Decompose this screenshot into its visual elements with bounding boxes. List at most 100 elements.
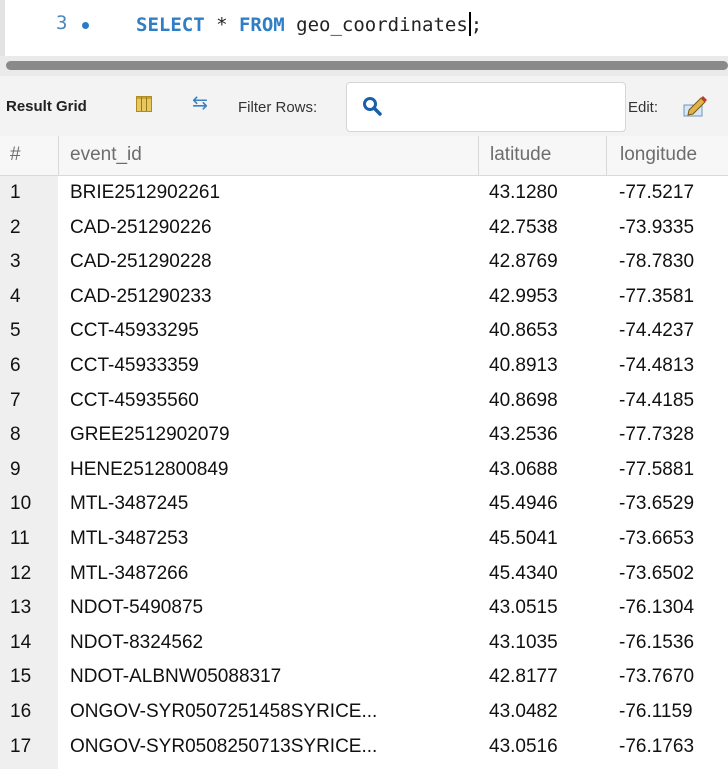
latitude-cell[interactable]: 40.8653 — [489, 320, 558, 342]
table-row[interactable]: 7 CCT-45935560 40.8698 -74.4185 — [0, 384, 728, 418]
table-row[interactable]: 2 CAD-251290226 42.7538 -73.9335 — [0, 211, 728, 245]
column-header-event-id[interactable]: event_id — [58, 136, 478, 176]
longitude-cell[interactable]: -76.1763 — [619, 735, 695, 757]
latitude-cell[interactable]: 45.4340 — [489, 562, 558, 584]
longitude-cell[interactable]: -73.7670 — [619, 666, 695, 688]
longitude-cell[interactable]: -73.6529 — [619, 493, 695, 515]
table-row[interactable]: 16 ONGOV-SYR0507251458SYRICE... 43.0482 -76… — [0, 695, 728, 729]
table-row[interactable]: 15 NDOT-ALBNW05088317 42.8177 -73.7670 — [0, 660, 728, 694]
event-id-cell[interactable]: CCT-45935560 — [70, 389, 199, 411]
longitude-cell[interactable]: -74.4813 — [619, 355, 695, 376]
sql-editor[interactable]: 3 SELECT * FROM geo_coordinates; — [0, 0, 728, 56]
event-id-cell[interactable]: MTL-3487253 — [70, 528, 189, 549]
column-header-longitude[interactable]: longitude — [606, 136, 728, 176]
latitude-cell[interactable]: 43.0515 — [489, 597, 558, 619]
event-id-cell[interactable]: CAD-251290226 — [70, 216, 212, 238]
table-row[interactable]: 9 HENE2512800849 43.0688 -77.5881 — [0, 453, 728, 487]
filter-rows-input[interactable] — [346, 82, 626, 132]
row-number-cell: 3 — [10, 251, 21, 273]
longitude-cell[interactable]: -78.7830 — [619, 251, 695, 273]
latitude-cell[interactable]: 43.0482 — [489, 701, 558, 722]
sql-keyword-select: SELECT — [136, 14, 205, 36]
latitude-cell[interactable]: 43.2536 — [489, 424, 558, 446]
event-id-cell[interactable]: CCT-45933295 — [70, 320, 199, 342]
latitude-cell[interactable]: 40.8913 — [489, 355, 558, 376]
row-number-cell: 17 — [10, 735, 32, 757]
table-row[interactable]: 11 MTL-3487253 45.5041 -73.6653 — [0, 522, 728, 556]
sql-star: * — [204, 14, 239, 36]
latitude-cell[interactable]: 42.7538 — [489, 216, 558, 238]
row-number-column — [0, 176, 58, 769]
longitude-cell[interactable]: -73.6502 — [619, 562, 695, 584]
row-number-cell: 9 — [10, 458, 21, 480]
table-row[interactable]: 1 BRIE2512902261 43.1280 -77.5217 — [0, 176, 728, 210]
latitude-cell[interactable]: 43.1280 — [489, 182, 558, 203]
longitude-cell[interactable]: -77.5881 — [619, 458, 695, 480]
event-id-cell[interactable]: MTL-3487266 — [70, 562, 189, 584]
table-row[interactable]: 12 MTL-3487266 45.4340 -73.6502 — [0, 557, 728, 591]
edit-pencil-icon[interactable] — [683, 95, 707, 117]
latitude-cell[interactable]: 43.1035 — [489, 631, 558, 653]
editor-gutter — [0, 0, 5, 56]
longitude-cell[interactable]: -77.5217 — [619, 182, 695, 203]
longitude-cell[interactable]: -76.1536 — [619, 631, 695, 653]
sql-statement[interactable]: SELECT * FROM geo_coordinates; — [136, 12, 482, 36]
result-grid-icon[interactable] — [136, 96, 152, 112]
table-row[interactable]: 13 NDOT-5490875 43.0515 -76.1304 — [0, 591, 728, 625]
row-number-cell: 14 — [10, 631, 32, 653]
longitude-cell[interactable]: -76.1304 — [619, 597, 695, 619]
event-id-cell[interactable]: ONGOV-SYR0508250713SYRICE... — [70, 735, 378, 757]
longitude-cell[interactable]: -76.1159 — [619, 701, 693, 722]
latitude-cell[interactable]: 43.0516 — [489, 735, 558, 757]
event-id-cell[interactable]: HENE2512800849 — [70, 458, 229, 480]
latitude-cell[interactable]: 45.5041 — [489, 528, 558, 549]
scrollbar-thumb[interactable] — [6, 61, 728, 70]
event-id-cell[interactable]: NDOT-8324562 — [70, 631, 204, 653]
row-number-cell: 1 — [10, 182, 21, 203]
table-row[interactable]: 17 ONGOV-SYR0508250713SYRICE... 43.0516 -76… — [0, 730, 728, 764]
event-id-cell[interactable]: CAD-251290233 — [70, 285, 212, 307]
table-row[interactable]: 3 CAD-251290228 42.8769 -78.7830 — [0, 245, 728, 279]
longitude-cell[interactable]: -73.6653 — [619, 528, 695, 549]
row-number-cell: 4 — [10, 285, 21, 307]
longitude-cell[interactable]: -74.4185 — [619, 389, 695, 411]
event-id-cell[interactable]: NDOT-5490875 — [70, 597, 204, 619]
event-id-cell[interactable]: BRIE2512902261 — [70, 182, 221, 203]
row-number-cell: 6 — [10, 355, 21, 376]
latitude-cell[interactable]: 43.0688 — [489, 458, 558, 480]
longitude-cell[interactable]: -74.4237 — [619, 320, 695, 342]
table-row[interactable]: 6 CCT-45933359 40.8913 -74.4813 — [0, 349, 728, 383]
row-number-cell: 8 — [10, 424, 21, 446]
table-row[interactable]: 4 CAD-251290233 42.9953 -77.3581 — [0, 280, 728, 314]
event-id-cell[interactable]: MTL-3487245 — [70, 493, 189, 515]
refresh-icon[interactable]: ⇆ — [192, 93, 208, 114]
latitude-cell[interactable]: 40.8698 — [489, 389, 558, 411]
row-number-cell: 16 — [10, 701, 32, 722]
sql-table-name: geo_coordinates — [284, 14, 468, 36]
column-header-latitude[interactable]: latitude — [478, 136, 606, 176]
table-row[interactable]: 8 GREE2512902079 43.2536 -77.7328 — [0, 418, 728, 452]
latitude-cell[interactable]: 45.4946 — [489, 493, 558, 515]
row-number-cell: 5 — [10, 320, 21, 342]
table-row[interactable]: 10 MTL-3487245 45.4946 -73.6529 — [0, 487, 728, 521]
latitude-cell[interactable]: 42.8177 — [489, 666, 558, 688]
event-id-cell[interactable]: CAD-251290228 — [70, 251, 212, 273]
result-grid[interactable]: # event_id latitude longitude 1 BRIE25129… — [0, 136, 728, 769]
table-row[interactable]: 5 CCT-45933295 40.8653 -74.4237 — [0, 314, 728, 348]
table-row[interactable]: 14 NDOT-8324562 43.1035 -76.1536 — [0, 626, 728, 660]
event-id-cell[interactable]: ONGOV-SYR0507251458SYRICE... — [70, 701, 378, 722]
column-header-row-number[interactable]: # — [10, 144, 21, 165]
latitude-cell[interactable]: 42.8769 — [489, 251, 558, 273]
filter-rows-label: Filter Rows: — [238, 99, 318, 116]
event-id-cell[interactable]: GREE2512902079 — [70, 424, 230, 446]
event-id-cell[interactable]: CCT-45933359 — [70, 355, 199, 376]
result-grid-tab[interactable]: Result Grid — [6, 98, 87, 115]
longitude-cell[interactable]: -73.9335 — [619, 216, 695, 238]
row-number-cell: 11 — [10, 528, 30, 549]
row-number-cell: 13 — [10, 597, 32, 619]
event-id-cell[interactable]: NDOT-ALBNW05088317 — [70, 666, 282, 688]
longitude-cell[interactable]: -77.3581 — [619, 285, 695, 307]
longitude-cell[interactable]: -77.7328 — [619, 424, 695, 446]
latitude-cell[interactable]: 42.9953 — [489, 285, 558, 307]
